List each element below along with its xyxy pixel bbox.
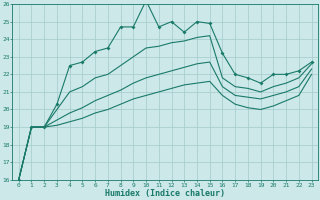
X-axis label: Humidex (Indice chaleur): Humidex (Indice chaleur) bbox=[105, 189, 225, 198]
